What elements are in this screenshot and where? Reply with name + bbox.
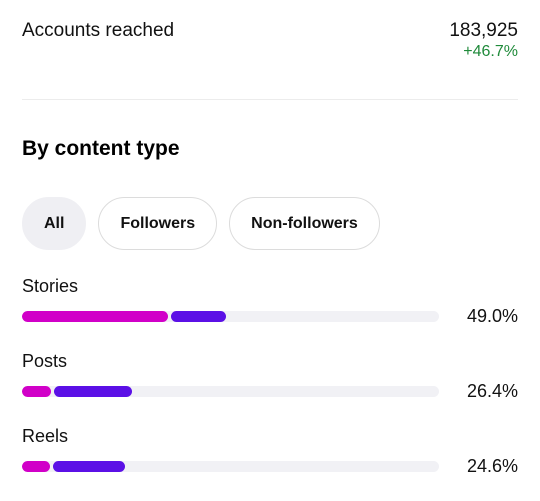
accounts-reached-change: +46.7% <box>463 43 518 60</box>
reels-label: Reels <box>22 426 69 446</box>
stories-label: Stories <box>22 276 79 296</box>
stories-non-followers-segment <box>170 311 227 322</box>
content-type-breakdown: Stories 49.0% Posts 26.4% Reels 24.6% <box>22 276 518 501</box>
posts-percent: 26.4% <box>466 381 518 401</box>
posts-label: Posts <box>22 351 68 371</box>
posts-bar-track <box>22 386 439 397</box>
section-divider <box>22 99 518 100</box>
breakdown-row-reels: Reels 24.6% <box>22 426 518 501</box>
stories-followers-segment <box>22 311 168 322</box>
stories-percent: 49.0% <box>466 306 518 326</box>
posts-followers-segment <box>22 386 51 397</box>
audience-filter-group: All Followers Non-followers <box>22 197 380 250</box>
accounts-reached-label: Accounts reached <box>22 20 175 41</box>
section-title: By content type <box>22 137 180 160</box>
reels-followers-segment <box>22 461 50 472</box>
filter-followers-chip[interactable]: Followers <box>98 197 218 250</box>
accounts-reached-value: 183,925 <box>449 20 518 41</box>
filter-non-followers-chip[interactable]: Non-followers <box>229 197 380 250</box>
breakdown-row-posts: Posts 26.4% <box>22 351 518 426</box>
breakdown-row-stories: Stories 49.0% <box>22 276 518 351</box>
accounts-reached-summary: Accounts reached 183,925 +46.7% <box>22 18 518 62</box>
filter-all-chip[interactable]: All <box>22 197 87 250</box>
reels-bar-track <box>22 461 439 472</box>
posts-non-followers-segment <box>53 386 133 397</box>
stories-bar-track <box>22 311 439 322</box>
reels-non-followers-segment <box>52 461 125 472</box>
reels-percent: 24.6% <box>466 456 518 476</box>
